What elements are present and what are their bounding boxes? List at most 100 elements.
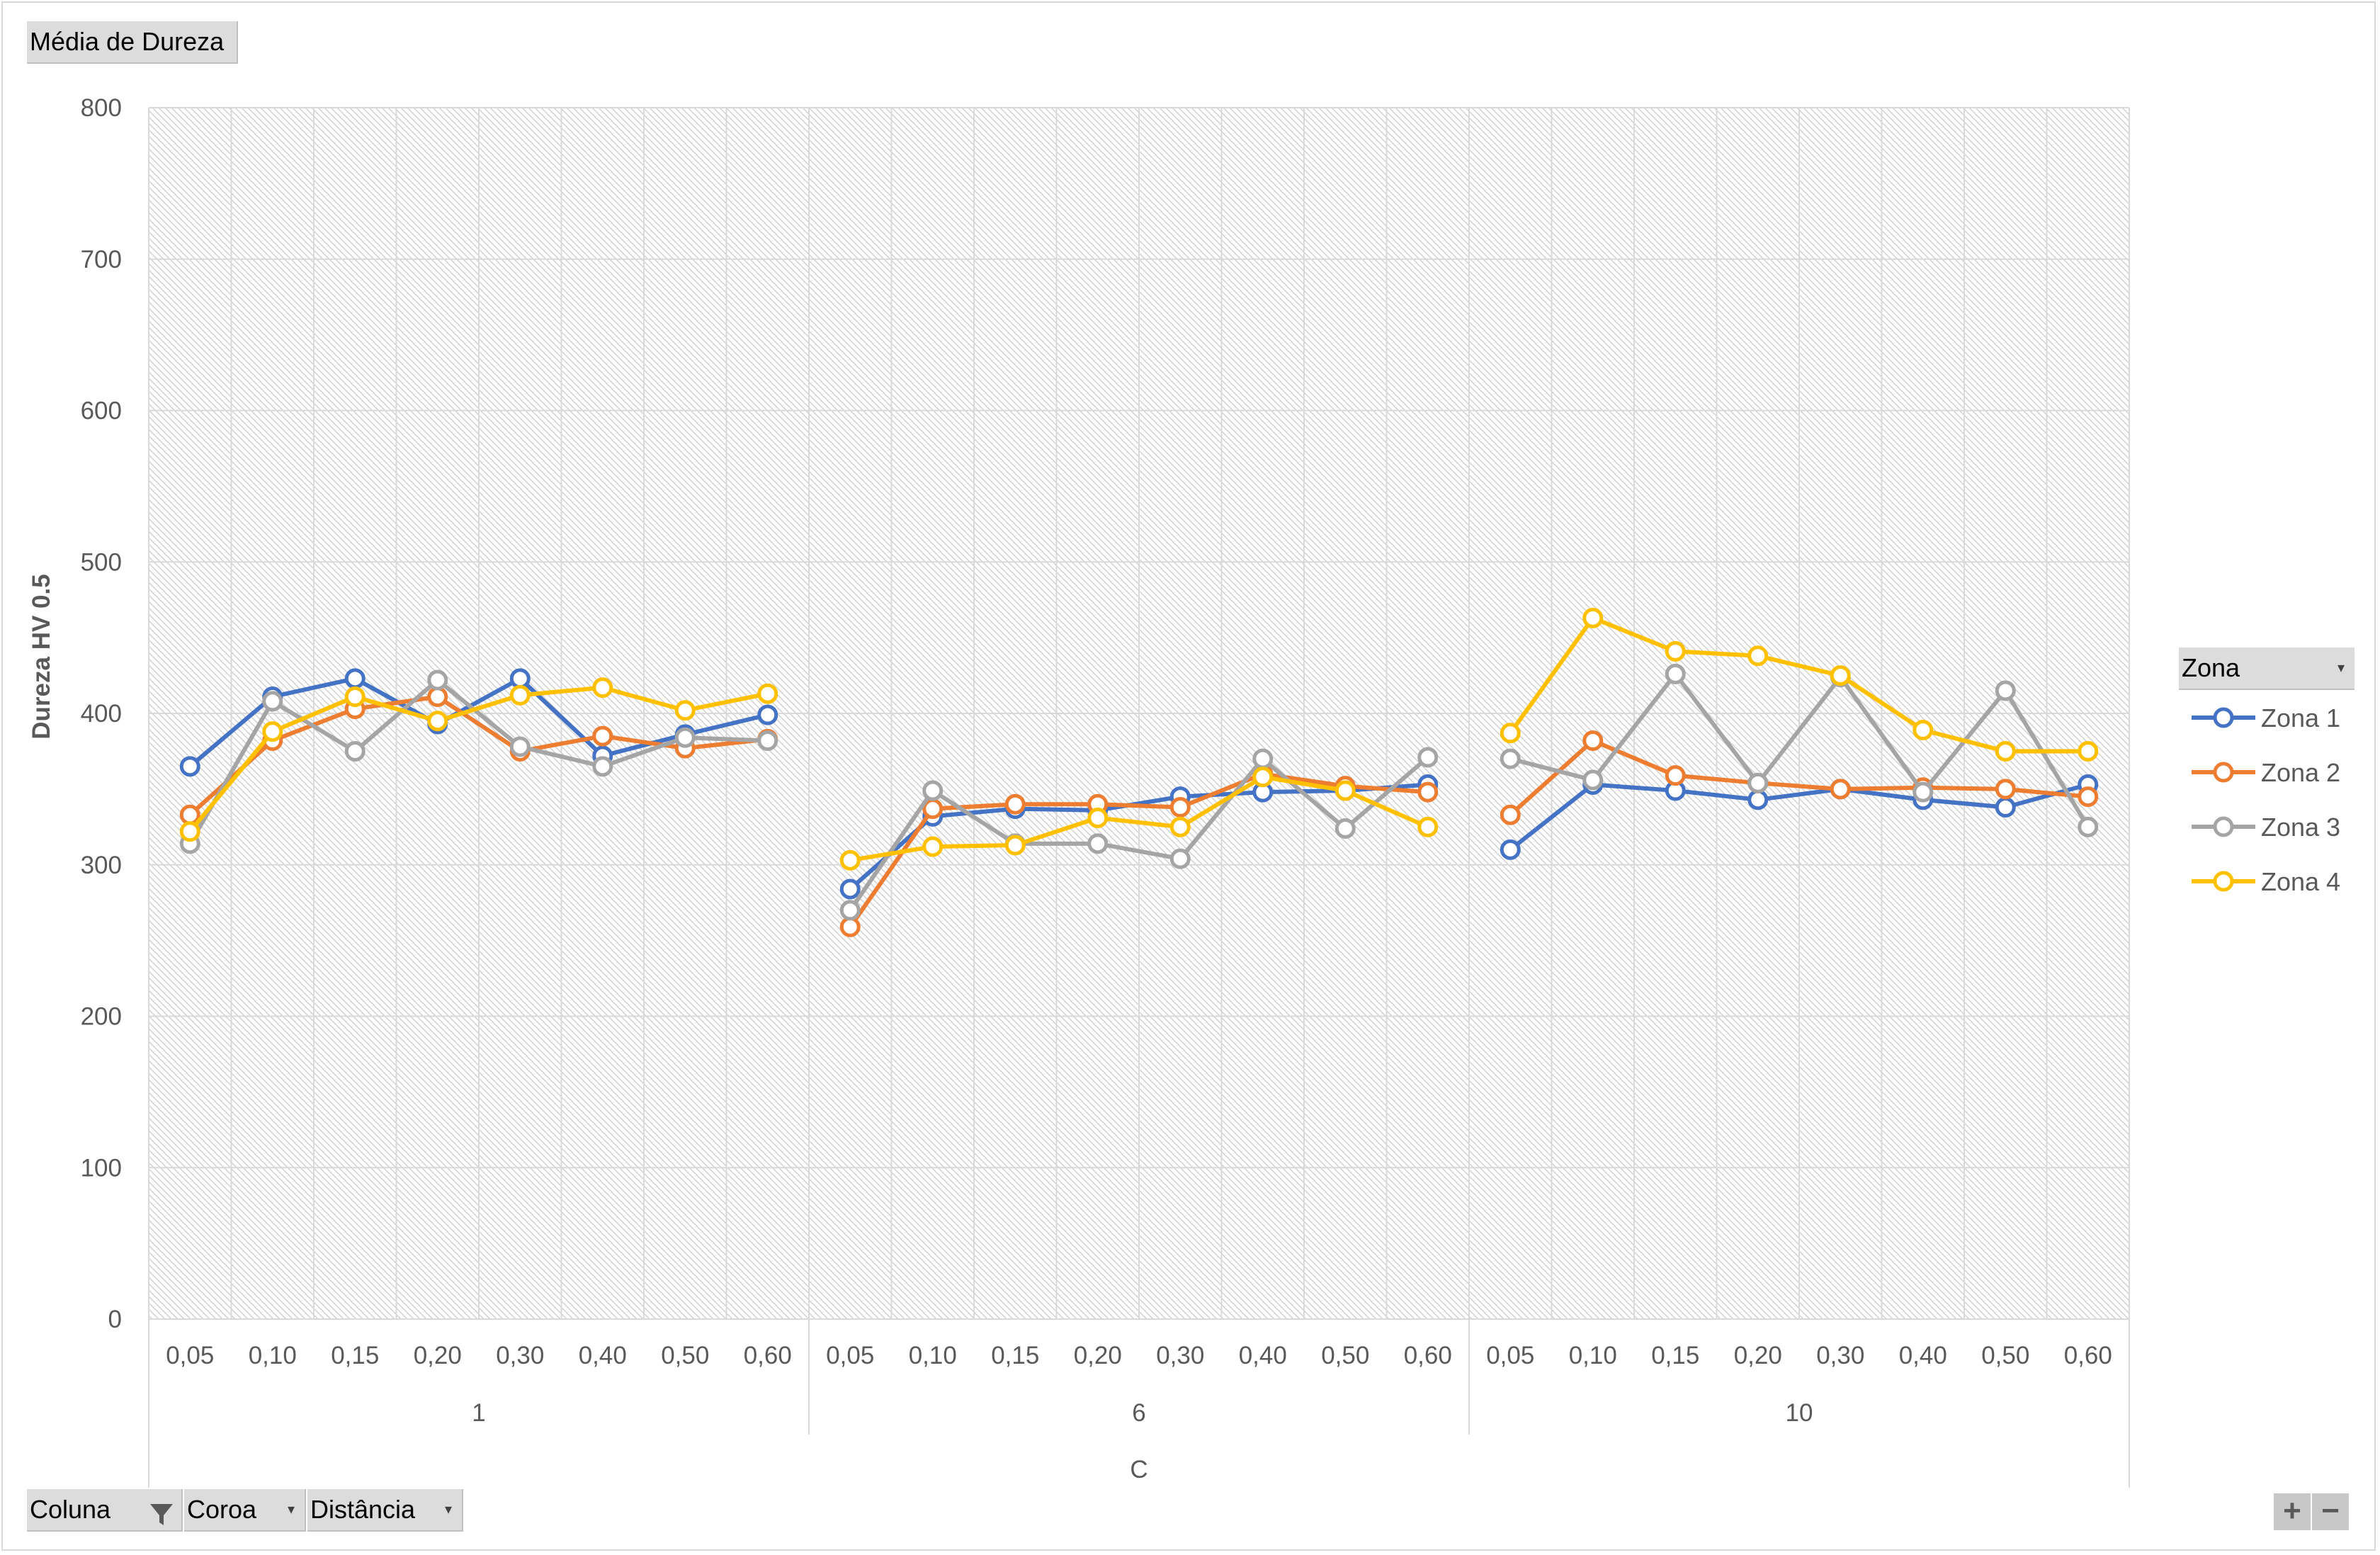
data-point (1169, 816, 1191, 837)
series-line (849, 774, 1429, 863)
data-point (1582, 607, 1604, 628)
series-line (1508, 616, 2088, 754)
data-point (2078, 740, 2099, 762)
data-point (839, 900, 861, 921)
y-tick-label: 400 (81, 700, 122, 728)
x-tick-label: 0,05 (826, 1342, 874, 1369)
series-line (1509, 738, 2089, 817)
data-point (1087, 807, 1109, 828)
data-point (1665, 663, 1686, 684)
legend-marker (2213, 871, 2234, 892)
data-point (1747, 789, 1769, 810)
axis-field-label: Coroa (187, 1495, 257, 1524)
x-tick-label: 0,20 (414, 1342, 462, 1369)
data-point (1500, 723, 1521, 744)
data-point (592, 677, 613, 699)
filter-icon (149, 1498, 174, 1525)
y-tick-label: 700 (81, 246, 122, 273)
data-point (1500, 748, 1521, 769)
data-point (344, 740, 366, 762)
data-point (1169, 797, 1191, 818)
series-line (1509, 672, 2090, 828)
expand-button[interactable]: + (2274, 1493, 2311, 1530)
series-line (1509, 782, 2089, 852)
value-field-label: Média de Dureza (30, 27, 225, 56)
data-point (1995, 779, 2016, 800)
x-tick-label: 0,05 (166, 1342, 214, 1369)
x-tick-label: 0,10 (249, 1342, 297, 1369)
legend: Zona 1 Zona 2 Zona 3 Zona 4 (2192, 703, 2340, 896)
x-tick-label: 0,30 (1816, 1342, 1864, 1369)
data-point (179, 804, 200, 825)
data-point (1500, 839, 1521, 860)
data-point (1417, 781, 1439, 803)
data-point (427, 711, 448, 732)
series-zona-3 (179, 663, 2099, 921)
x-tick-label: 0,50 (1321, 1342, 1369, 1369)
data-point (592, 756, 613, 777)
axis-field-distancia[interactable]: Distância ▾ (307, 1489, 463, 1532)
x-tick-label: 0,40 (1239, 1342, 1287, 1369)
axis-field-label: Coluna (30, 1495, 111, 1524)
data-point (1912, 720, 1934, 741)
dropdown-icon: ▾ (2337, 660, 2345, 676)
y-tick-label: 100 (81, 1154, 122, 1182)
data-point (1252, 748, 1274, 769)
group-label: 1 (472, 1399, 485, 1427)
x-tick-label: 0,10 (1569, 1342, 1617, 1369)
series-line (188, 676, 769, 769)
axis-field-coluna[interactable]: Coluna (27, 1489, 183, 1532)
plus-icon: + (2283, 1493, 2301, 1528)
data-point (1334, 818, 1356, 839)
value-field-button[interactable]: Média de Dureza (27, 21, 238, 64)
data-point (592, 725, 613, 747)
x-tick-label: 0,20 (1734, 1342, 1782, 1369)
group-label: 10 (1786, 1399, 1813, 1427)
x-tick-label: 0,60 (1404, 1342, 1452, 1369)
x-tick-label: 0,40 (579, 1342, 627, 1369)
legend-label: Zona 4 (2261, 867, 2340, 896)
data-point (1252, 767, 1274, 788)
y-tick-label: 200 (81, 1003, 122, 1031)
legend-marker (2213, 707, 2234, 728)
data-point (1582, 769, 1604, 791)
x-tick-label: 0,30 (1156, 1342, 1204, 1369)
legend-marker (2213, 762, 2234, 783)
axis-field-coroa[interactable]: Coroa ▾ (184, 1489, 306, 1532)
legend-marker (2213, 816, 2234, 837)
series-line (188, 694, 769, 817)
collapse-button[interactable]: − (2312, 1493, 2349, 1530)
data-point (344, 686, 366, 707)
x-tick-label: 0,40 (1899, 1342, 1947, 1369)
y-tick-label: 800 (81, 94, 122, 122)
data-point (1912, 781, 1934, 803)
data-point (1665, 765, 1686, 786)
x-tick-label: 0,15 (1651, 1342, 1699, 1369)
dropdown-icon: ▾ (287, 1502, 295, 1517)
data-point (757, 730, 778, 751)
data-point (674, 700, 696, 721)
data-point (509, 684, 531, 706)
x-tick-label: 0,10 (909, 1342, 957, 1369)
series-line (849, 782, 1428, 891)
x-tick-label: 0,15 (991, 1342, 1039, 1369)
legend-field-button[interactable]: Zona ▾ (2179, 648, 2354, 690)
data-point (839, 878, 861, 900)
data-point (1830, 779, 1851, 800)
x-tick-label: 0,50 (1981, 1342, 2029, 1369)
data-point (757, 704, 778, 725)
dropdown-icon: ▾ (444, 1502, 452, 1517)
x-axis-title: C (1130, 1456, 1148, 1483)
series-line (188, 677, 768, 845)
series-line (188, 685, 769, 833)
x-tick-label: 0,60 (744, 1342, 792, 1369)
minus-icon: − (2321, 1493, 2340, 1528)
x-tick-label: 0,50 (661, 1342, 709, 1369)
data-point (1995, 740, 2016, 762)
data-point (427, 686, 448, 707)
data-point (1417, 747, 1439, 768)
series-layer (179, 607, 2099, 937)
series-line (848, 755, 1429, 912)
